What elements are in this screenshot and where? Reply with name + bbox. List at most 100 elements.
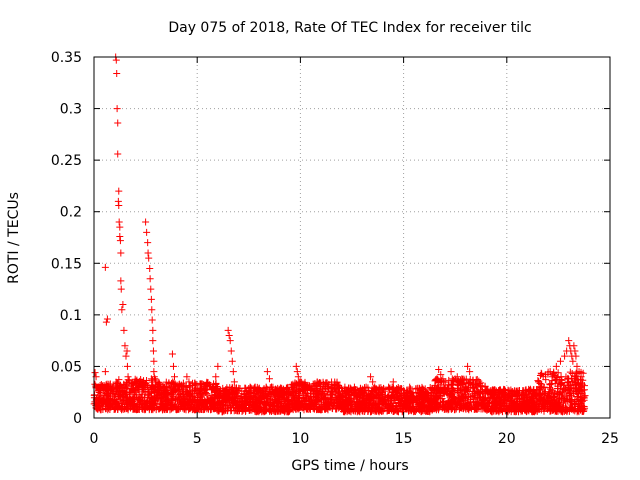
baseline-point — [448, 405, 456, 413]
data-point — [146, 275, 154, 283]
x-tick-label: 20 — [498, 431, 516, 447]
baseline-point — [488, 394, 496, 402]
baseline-point — [366, 391, 374, 399]
baseline-point — [160, 391, 168, 399]
baseline-point — [307, 402, 315, 410]
baseline-point — [129, 397, 137, 405]
data-point — [573, 362, 581, 370]
baseline-point — [260, 407, 268, 415]
baseline-point — [148, 388, 156, 396]
baseline-point — [354, 389, 362, 397]
baseline-point — [255, 384, 263, 392]
baseline-point — [328, 388, 336, 396]
data-point — [556, 357, 564, 365]
baseline-point — [292, 381, 300, 389]
baseline-point — [190, 403, 198, 411]
baseline-point — [186, 393, 194, 401]
baseline-point — [514, 389, 522, 397]
baseline-point — [197, 406, 205, 414]
baseline-point — [261, 401, 269, 409]
data-point — [118, 306, 126, 314]
baseline-point — [316, 392, 324, 400]
baseline-point — [263, 385, 271, 393]
baseline-point — [407, 392, 415, 400]
baseline-point — [453, 398, 461, 406]
baseline-point — [399, 406, 407, 414]
baseline-point — [289, 405, 297, 413]
baseline-point — [547, 396, 555, 404]
baseline-point — [387, 406, 395, 414]
baseline-point — [202, 399, 210, 407]
baseline-point — [558, 389, 566, 397]
baseline-point — [171, 386, 179, 394]
baseline-point — [461, 394, 469, 402]
baseline-point — [374, 386, 382, 394]
baseline-point — [574, 393, 582, 401]
baseline-point — [400, 386, 408, 394]
baseline-point — [566, 397, 574, 405]
baseline-point — [505, 401, 513, 409]
baseline-point — [440, 384, 448, 392]
axis-ticks: 0 5 10 15 20 25 0 0.05 0.1 0.15 0.2 0.25 0.3 0.35 — [51, 50, 619, 447]
baseline-point — [166, 399, 174, 407]
baseline-point — [228, 399, 236, 407]
data-point — [114, 119, 122, 127]
baseline-point — [329, 387, 337, 395]
data-point — [565, 337, 573, 345]
baseline-point — [135, 382, 143, 390]
baseline-point — [380, 384, 388, 392]
baseline-point — [246, 404, 254, 412]
baseline-point — [117, 395, 125, 403]
baseline-point — [240, 391, 248, 399]
baseline-point — [120, 381, 128, 389]
baseline-point — [550, 392, 558, 400]
baseline-point — [238, 397, 246, 405]
baseline-point — [377, 407, 385, 415]
baseline-point — [475, 380, 483, 388]
baseline-point — [388, 393, 396, 401]
baseline-point — [405, 407, 413, 415]
baseline-point — [536, 386, 544, 394]
baseline-point — [283, 397, 291, 405]
data-point — [307, 385, 315, 393]
baseline-point — [564, 379, 572, 387]
x-tick-label: 25 — [601, 431, 619, 447]
baseline-point — [176, 398, 184, 406]
data-point — [114, 150, 122, 158]
data-point — [575, 368, 583, 376]
baseline-point — [203, 390, 211, 398]
baseline-point — [522, 407, 530, 415]
baseline-point — [103, 383, 111, 391]
baseline-point — [215, 407, 223, 415]
baseline-point — [473, 399, 481, 407]
baseline-point — [443, 391, 451, 399]
data-point — [225, 331, 233, 339]
data-point — [119, 301, 127, 309]
baseline-point — [249, 402, 257, 410]
data-point — [226, 337, 234, 345]
baseline-point — [435, 406, 443, 414]
baseline-point — [549, 402, 557, 410]
data-point — [464, 362, 472, 370]
plot-frame — [93, 56, 611, 419]
baseline-point — [454, 378, 462, 386]
baseline-point — [333, 378, 341, 386]
baseline-point — [168, 389, 176, 397]
data-point — [152, 378, 160, 386]
baseline-point — [98, 396, 106, 404]
data-point — [115, 218, 123, 226]
baseline-point — [580, 407, 588, 415]
y-tick-label: 0.1 — [60, 308, 82, 324]
data-point — [185, 378, 193, 386]
y-tick-label: 0.2 — [60, 205, 82, 221]
baseline-point — [133, 391, 141, 399]
x-tick-label: 10 — [291, 431, 309, 447]
baseline-point — [413, 384, 421, 392]
baseline-point — [560, 384, 568, 392]
data-point — [124, 373, 132, 381]
baseline-point — [540, 404, 548, 412]
baseline-point — [324, 384, 332, 392]
baseline-point — [572, 387, 580, 395]
baseline-point — [125, 397, 133, 405]
baseline-point — [489, 386, 497, 394]
